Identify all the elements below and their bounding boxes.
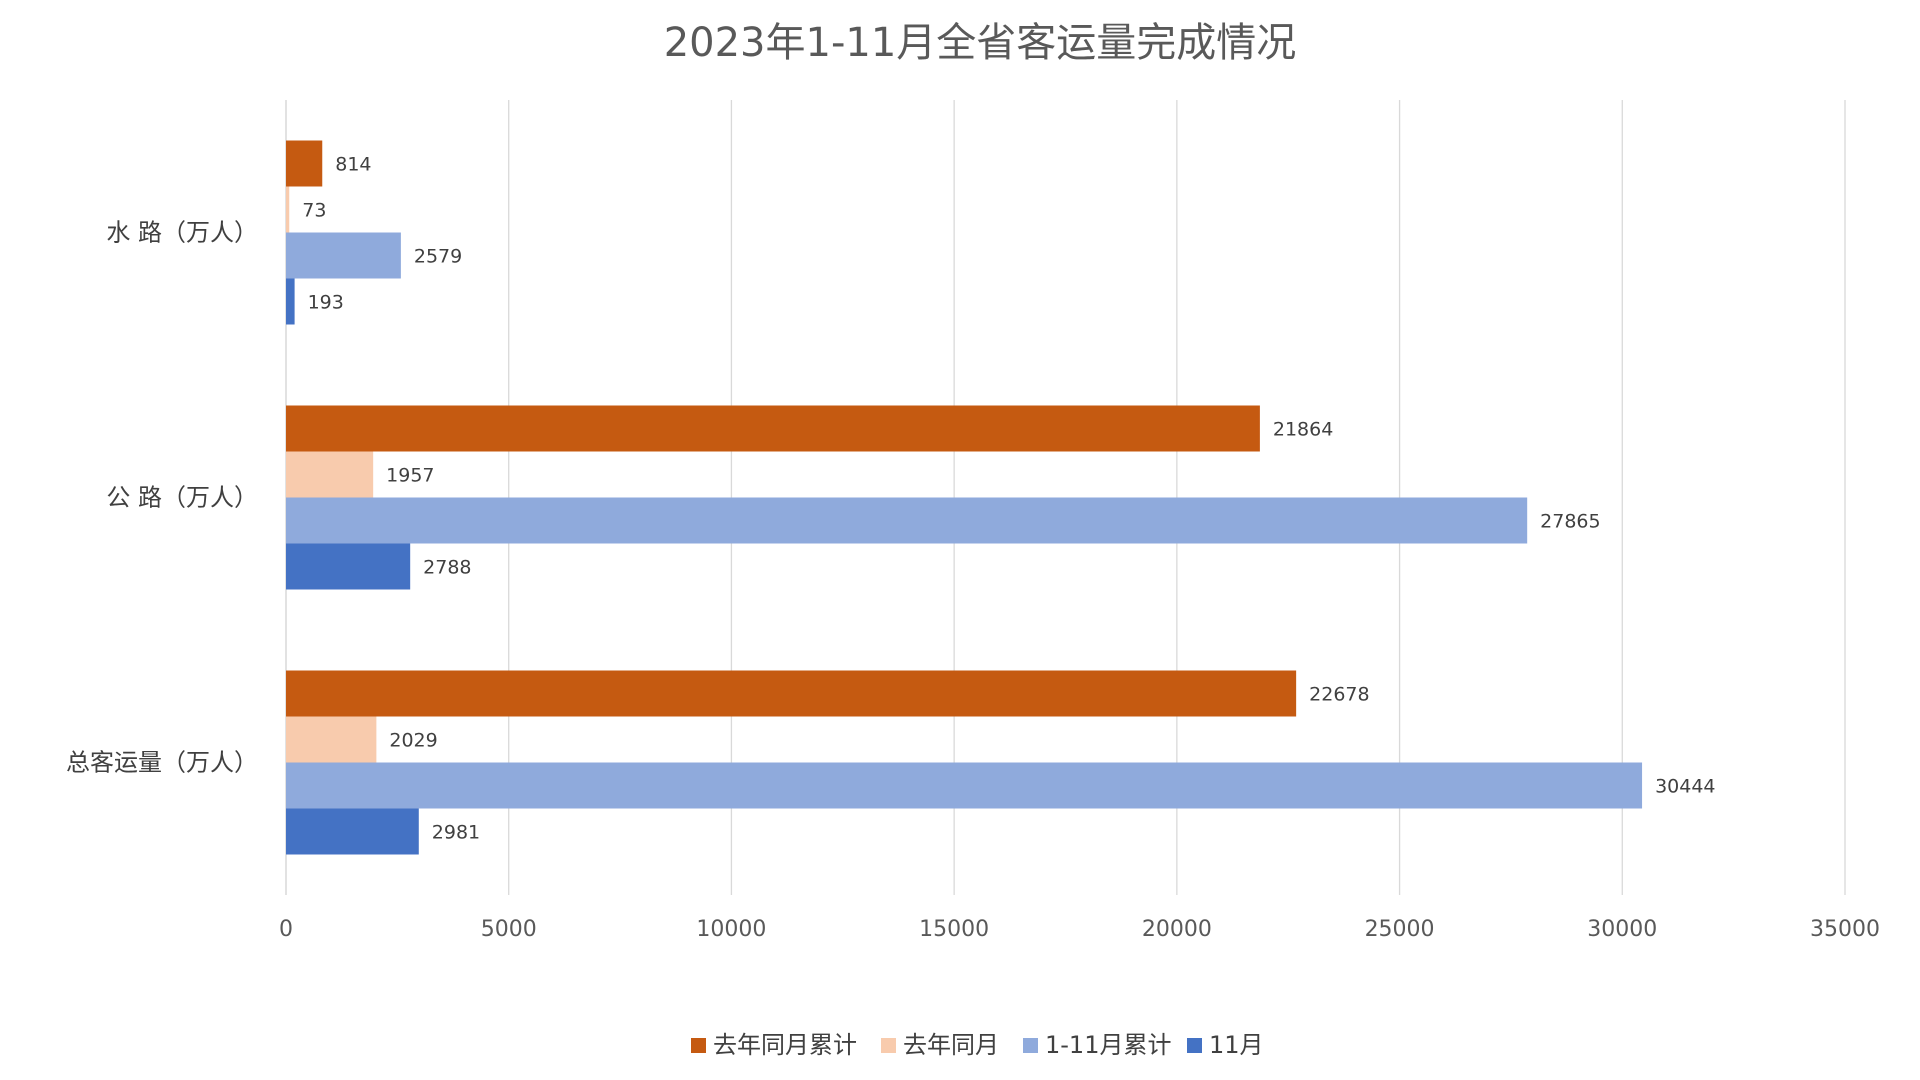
bar[interactable] bbox=[286, 808, 419, 855]
legend-swatch bbox=[881, 1038, 896, 1053]
bar[interactable] bbox=[286, 762, 1643, 809]
x-tick-label: 25000 bbox=[1365, 917, 1435, 942]
legend-label: 1-11月累计 bbox=[1045, 1031, 1171, 1059]
category-label: 水 路（万人） bbox=[106, 219, 258, 247]
x-tick-label: 35000 bbox=[1810, 917, 1880, 942]
data-label: 814 bbox=[335, 154, 371, 176]
bar[interactable] bbox=[286, 405, 1260, 452]
legend-label: 去年同月累计 bbox=[713, 1031, 857, 1059]
data-label: 2788 bbox=[423, 557, 471, 579]
legend-swatch bbox=[1187, 1038, 1202, 1053]
legend-item[interactable]: 去年同月累计 bbox=[691, 1031, 857, 1059]
data-label: 2029 bbox=[389, 730, 437, 752]
data-label: 1957 bbox=[386, 465, 434, 487]
data-label: 193 bbox=[308, 292, 344, 314]
data-label: 22678 bbox=[1309, 684, 1369, 706]
legend-swatch bbox=[1023, 1038, 1038, 1053]
bar[interactable] bbox=[286, 140, 323, 187]
bar[interactable] bbox=[286, 716, 377, 763]
data-label: 27865 bbox=[1540, 511, 1600, 533]
x-tick-label: 10000 bbox=[696, 917, 766, 942]
data-label: 21864 bbox=[1273, 419, 1333, 441]
bar[interactable] bbox=[286, 670, 1297, 717]
data-label: 2579 bbox=[414, 246, 462, 268]
data-label: 2981 bbox=[432, 822, 480, 844]
legend-item[interactable]: 11月 bbox=[1187, 1031, 1264, 1059]
chart-title: 2023年1-11月全省客运量完成情况 bbox=[664, 20, 1297, 66]
legend-label: 去年同月 bbox=[903, 1031, 999, 1059]
data-label: 30444 bbox=[1655, 776, 1715, 798]
bar[interactable] bbox=[286, 278, 295, 325]
bars bbox=[286, 140, 1643, 855]
legend-swatch bbox=[691, 1038, 706, 1053]
data-label: 73 bbox=[302, 200, 326, 222]
legend-item[interactable]: 1-11月累计 bbox=[1023, 1031, 1171, 1059]
x-axis-ticks: 0 5000 10000 15000 20000 25000 30000 35000 bbox=[279, 917, 1880, 942]
bar[interactable] bbox=[286, 497, 1528, 544]
x-tick-label: 20000 bbox=[1142, 917, 1212, 942]
data-labels: 814 73 2579 193 21864 1957 27865 2788 22678 2029 3… bbox=[302, 154, 1715, 844]
legend-label: 11月 bbox=[1209, 1031, 1264, 1059]
x-tick-label: 15000 bbox=[919, 917, 989, 942]
x-tick-label: 30000 bbox=[1587, 917, 1657, 942]
bar[interactable] bbox=[286, 451, 374, 498]
legend-item[interactable]: 去年同月 bbox=[881, 1031, 999, 1059]
bar[interactable] bbox=[286, 543, 411, 590]
bar[interactable] bbox=[286, 186, 290, 233]
y-axis-categories: 水 路（万人） 公 路（万人） 总客运量（万人） bbox=[66, 219, 258, 777]
x-tick-label: 0 bbox=[279, 917, 293, 942]
category-label: 总客运量（万人） bbox=[66, 749, 258, 777]
bar[interactable] bbox=[286, 232, 401, 279]
legend[interactable]: 去年同月累计 去年同月 1-11月累计 11月 bbox=[691, 1031, 1264, 1059]
x-tick-label: 5000 bbox=[481, 917, 537, 942]
category-label: 公 路（万人） bbox=[106, 484, 258, 512]
